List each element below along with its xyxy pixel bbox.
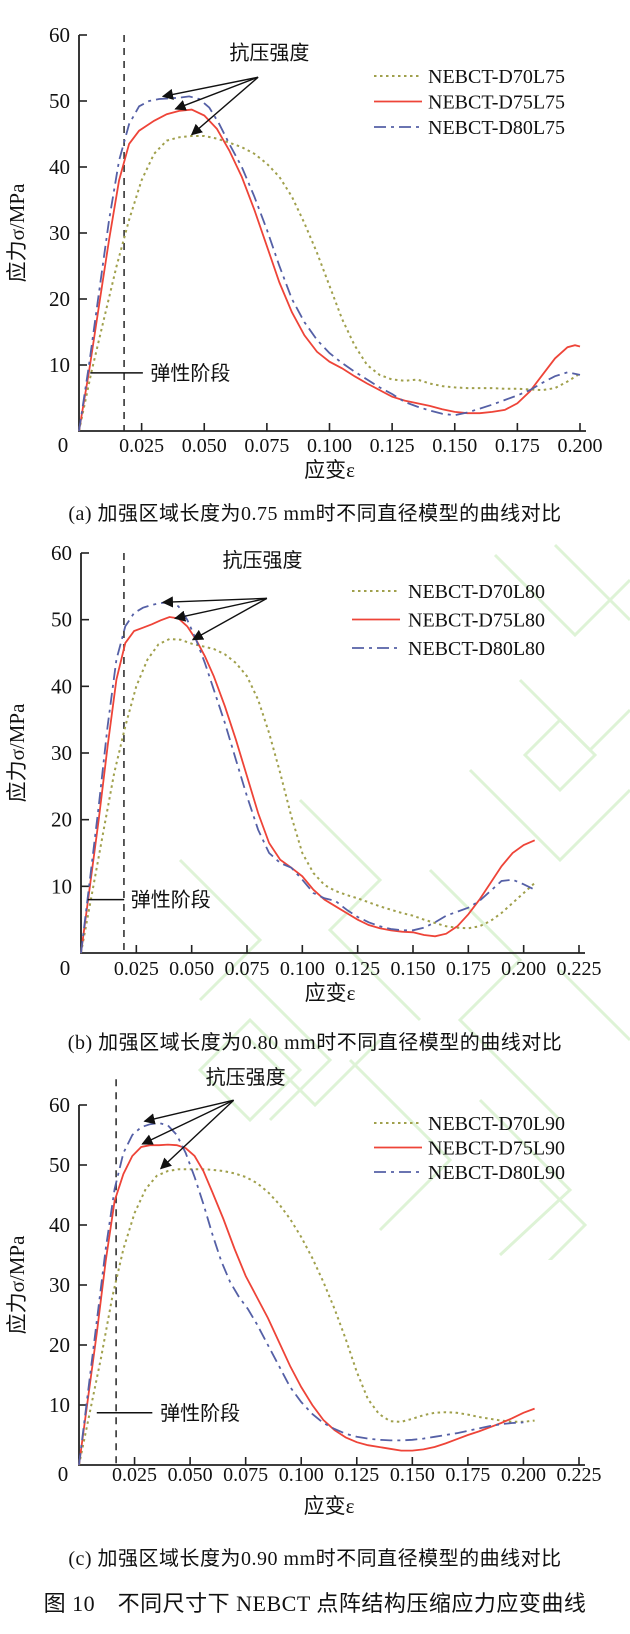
y-tick-label: 50 [49, 89, 70, 113]
strength-arrow [159, 1099, 235, 1170]
x-tick-label: 0.150 [390, 1464, 435, 1486]
x-tick-label: 0.100 [307, 435, 352, 457]
x-tick-label: 0.075 [223, 1464, 268, 1486]
y-tick-label: 30 [51, 741, 72, 765]
y-tick-label: 60 [51, 541, 72, 565]
x-tick-label: 0.125 [334, 1464, 379, 1486]
chart-b-canvas: 10 20 30 40 50 60 0.025 0.050 0.075 0.100 0.125 0.1… [5, 541, 602, 1005]
legend-label: NEBCT-D70L75 [428, 66, 565, 88]
strength-arrow [191, 597, 268, 641]
strength-arrow [143, 1099, 234, 1125]
series-NEBCT-D75L75 [78, 108, 581, 432]
series-NEBCT-D80L80 [80, 601, 536, 954]
series-NEBCT-D75L90 [78, 1143, 535, 1466]
x-tick-label: 0.225 [557, 1464, 602, 1486]
x-tick-label: 0.050 [182, 435, 227, 457]
x-axis-title: 应变ε [304, 1494, 355, 1518]
series-NEBCT-D80L90 [78, 1122, 524, 1466]
x-tick-label: 0.025 [112, 1464, 157, 1486]
legend-label: NEBCT-D80L75 [428, 117, 565, 139]
x-axis-title: 应变ε [305, 981, 356, 1005]
legend-label: NEBCT-D70L80 [408, 581, 545, 603]
y-tick-label: 40 [51, 674, 72, 698]
chart-a-canvas: 10 20 30 40 50 60 0.025 0.050 0.075 0.100 0.125 0.1… [5, 23, 603, 482]
y-axis-title: 应力σ/MPa [5, 183, 29, 283]
x-tick-label: 0.175 [445, 1464, 490, 1486]
x-axis-title: 应变ε [304, 458, 355, 482]
origin-label: 0 [60, 956, 71, 980]
series-NEBCT-D70L90 [78, 1168, 535, 1466]
y-tick-label: 10 [51, 874, 72, 898]
legend-label: NEBCT-D75L80 [408, 610, 545, 632]
elastic-annotation-label: 弹性阶段 [160, 1402, 240, 1425]
legend-label: NEBCT-D75L75 [428, 92, 565, 114]
strength-annotation-label: 抗压强度 [229, 41, 309, 64]
chart-b-caption: (b) 加强区域长度为0.80 mm时不同直径模型的曲线对比 [67, 1032, 563, 1054]
chart-c: 10 20 30 40 50 60 0.025 0.050 0.075 0.100 0.125 0.1… [0, 1055, 630, 1542]
y-tick-label: 20 [49, 287, 70, 311]
x-tick-label: 0.075 [225, 958, 270, 980]
x-tick-label: 0.025 [114, 958, 159, 980]
y-tick-label: 40 [49, 1213, 70, 1237]
origin-label: 0 [58, 433, 69, 457]
x-tick-label: 0.175 [495, 435, 540, 457]
x-tick-label: 0.125 [370, 435, 415, 457]
series-NEBCT-D70L75 [78, 135, 581, 432]
x-tick-label: 0.175 [446, 958, 491, 980]
x-tick-label: 0.025 [119, 435, 164, 457]
y-axis-title: 应力σ/MPa [5, 1235, 29, 1335]
y-tick-label: 10 [49, 1393, 70, 1417]
chart-a-caption: (a) 加强区域长度为0.75 mm时不同直径模型的曲线对比 [68, 503, 562, 525]
x-tick-label: 0.125 [335, 958, 380, 980]
legend-label: NEBCT-D80L90 [428, 1162, 565, 1184]
x-tick-label: 0.100 [280, 958, 325, 980]
legend-label: NEBCT-D80L80 [408, 638, 545, 660]
elastic-annotation-label: 弹性阶段 [131, 889, 211, 912]
legend-label: NEBCT-D70L90 [428, 1113, 565, 1135]
strength-arrow [161, 76, 259, 100]
y-tick-label: 10 [49, 353, 70, 377]
strength-annotation-label: 抗压强度 [206, 1066, 286, 1089]
origin-label: 0 [58, 1462, 69, 1486]
x-tick-label: 0.150 [391, 958, 436, 980]
x-tick-label: 0.200 [501, 958, 546, 980]
strength-arrow [173, 597, 268, 622]
chart-a: 10 20 30 40 50 60 0.025 0.050 0.075 0.100 0.125 0.1… [0, 0, 630, 500]
x-tick-label: 0.050 [169, 958, 214, 980]
y-tick-label: 30 [49, 1273, 70, 1297]
y-axis-title: 应力σ/MPa [5, 703, 29, 803]
chart-c-canvas: 10 20 30 40 50 60 0.025 0.050 0.075 0.100 0.125 0.1… [5, 1066, 602, 1518]
y-tick-label: 60 [49, 23, 70, 47]
x-tick-label: 0.200 [558, 435, 603, 457]
y-tick-label: 50 [51, 608, 72, 632]
elastic-annotation-label: 弹性阶段 [150, 362, 230, 385]
y-tick-label: 40 [49, 155, 70, 179]
x-tick-label: 0.150 [432, 435, 477, 457]
figure-caption: 图 10 不同尺寸下 NEBCT 点阵结构压缩应力应变曲线 [43, 1591, 587, 1616]
x-tick-label: 0.225 [557, 958, 602, 980]
x-tick-label: 0.200 [501, 1464, 546, 1486]
y-tick-label: 20 [51, 808, 72, 832]
x-tick-label: 0.100 [279, 1464, 324, 1486]
y-tick-label: 30 [49, 221, 70, 245]
chart-b: 10 20 30 40 50 60 0.025 0.050 0.075 0.100 0.125 0.1… [0, 520, 630, 1020]
y-tick-label: 20 [49, 1333, 70, 1357]
series-NEBCT-D80L75 [78, 95, 581, 432]
y-tick-label: 60 [49, 1093, 70, 1117]
strength-annotation-label: 抗压强度 [222, 549, 302, 572]
chart-c-caption: (c) 加强区域长度为0.90 mm时不同直径模型的曲线对比 [68, 1548, 562, 1570]
strength-arrow [190, 76, 259, 136]
legend-label: NEBCT-D75L90 [428, 1138, 565, 1160]
strength-arrow [174, 76, 259, 111]
x-tick-label: 0.075 [244, 435, 289, 457]
strength-arrow [141, 1099, 234, 1145]
x-tick-label: 0.050 [168, 1464, 213, 1486]
strength-arrow [161, 596, 267, 608]
y-tick-label: 50 [49, 1153, 70, 1177]
